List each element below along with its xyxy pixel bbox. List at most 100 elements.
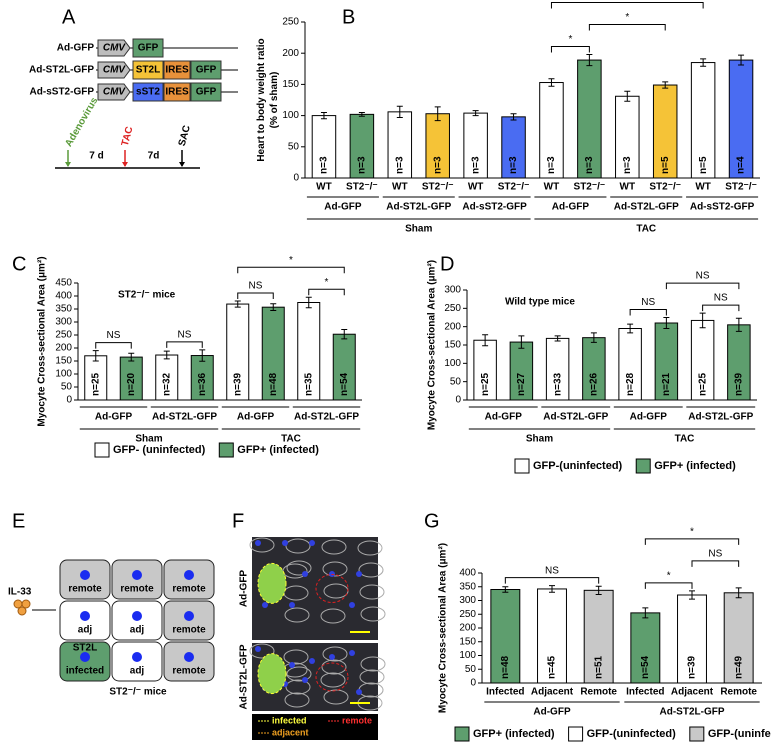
gene-label: CMV <box>103 87 127 98</box>
n-label: n=5 <box>698 156 709 174</box>
nucleus <box>132 611 142 621</box>
legend-label: infected <box>272 715 307 725</box>
n-label: n=28 <box>625 372 636 396</box>
legend-box <box>252 714 378 740</box>
gene-label: IRES <box>165 87 189 98</box>
group-label: Ad-GFP <box>324 202 362 213</box>
y-tick-label: 400 <box>55 291 72 302</box>
significance-bracket <box>629 309 667 316</box>
gene-box <box>190 60 222 80</box>
bar <box>537 588 567 684</box>
event-label: TAC <box>120 125 136 147</box>
error-bar <box>92 350 99 362</box>
gene-box <box>163 82 191 102</box>
myocyte <box>357 540 383 556</box>
n-label: n=27 <box>516 372 527 396</box>
group-label: Ad-sST2-GFP <box>690 202 755 213</box>
legend-swatch <box>454 726 470 742</box>
arrow-head <box>122 162 128 167</box>
nucleus <box>289 602 295 608</box>
x-tick-label: ST2⁻/⁻ <box>346 182 378 193</box>
n-label: n=45 <box>547 655 558 679</box>
panel-label: F <box>232 510 244 532</box>
myocyte <box>284 607 310 623</box>
nucleus <box>132 652 142 662</box>
significance-label: NS <box>545 565 559 576</box>
myocyte <box>320 672 346 688</box>
gene-label: ST2L <box>136 65 160 76</box>
ligand-dot <box>17 606 27 616</box>
ligand-dot <box>21 599 31 609</box>
error-bar <box>699 312 706 329</box>
y-tick-label: 150 <box>444 340 461 351</box>
x-tick-label: WT <box>468 182 484 193</box>
nucleus <box>302 677 308 683</box>
cell-label: remote <box>172 625 206 636</box>
row-label: Ad-GFP <box>239 570 250 608</box>
legend-label: GFP- (uninfected) <box>113 444 206 456</box>
n-label: n=3 <box>319 156 330 174</box>
legend-swatch <box>689 726 705 742</box>
myocyte <box>359 669 385 685</box>
remote-cell <box>315 662 349 692</box>
error-bar <box>700 58 707 67</box>
error-bar <box>548 78 555 87</box>
n-label: n=3 <box>357 156 368 174</box>
n-label: n=48 <box>268 372 279 396</box>
n-label: n=26 <box>589 372 600 396</box>
error-bar <box>234 300 241 308</box>
legend-swatch <box>635 458 651 474</box>
nucleus <box>356 689 362 695</box>
error-bar <box>163 350 170 360</box>
error-bar <box>663 317 670 329</box>
myocyte <box>359 584 385 600</box>
nucleus <box>282 540 288 546</box>
panel-label: D <box>440 253 454 275</box>
y-tick-label: 400 <box>459 568 476 579</box>
n-label: n=25 <box>697 372 708 396</box>
significance-bracket <box>665 282 740 290</box>
y-tick-label: 100 <box>444 358 461 369</box>
gene-label: CMV <box>103 65 127 76</box>
y-tick-label: 250 <box>459 609 476 620</box>
arrow-head <box>65 162 71 167</box>
myocyte <box>249 537 275 553</box>
significance-bracket <box>550 45 590 53</box>
significance-bracket <box>308 288 345 296</box>
significance-bracket <box>644 538 740 545</box>
y-tick-label: 250 <box>444 303 461 314</box>
cell-label: remote <box>68 584 102 595</box>
myocyte <box>283 649 309 665</box>
chart-annotation: ST2⁻/⁻ mice <box>118 290 176 301</box>
group-label: Ad-ST2L-GFP <box>386 202 451 213</box>
n-label: n=5 <box>660 156 671 174</box>
nucleus <box>289 662 295 668</box>
group-label: Ad-ST2L-GFP <box>660 707 725 718</box>
cell-label: remote <box>172 666 206 677</box>
significance-label: * <box>690 527 694 538</box>
nucleus <box>184 570 194 580</box>
myocyte <box>249 643 275 659</box>
x-tick-label: WT <box>544 182 560 193</box>
panel-label: G <box>424 510 440 532</box>
group-label: Ad-GFP <box>485 412 523 423</box>
error-bar <box>735 587 742 599</box>
significance-bracket <box>588 23 666 31</box>
error-bar <box>482 334 489 347</box>
error-bar <box>128 352 135 362</box>
gene-label: GFP <box>138 43 159 54</box>
gene-label: GFP <box>196 87 217 98</box>
error-bar <box>586 53 593 67</box>
myocyte <box>323 689 349 705</box>
y-axis-label: Myocyte Cross-sectional Area (μm²) <box>438 543 449 713</box>
x-tick-label: ST2⁻/⁻ <box>574 182 606 193</box>
significance-label: NS <box>708 549 722 560</box>
error-bar <box>624 90 631 102</box>
y-tick-label: 200 <box>282 48 299 59</box>
nucleus <box>349 650 355 656</box>
y-axis-label: Heart to body weight ratio <box>256 38 267 161</box>
legend-label: GFP-(uninfected) <box>708 728 771 740</box>
significance-label: * <box>568 34 572 45</box>
n-label: n=3 <box>622 156 633 174</box>
myocyte <box>286 666 312 682</box>
